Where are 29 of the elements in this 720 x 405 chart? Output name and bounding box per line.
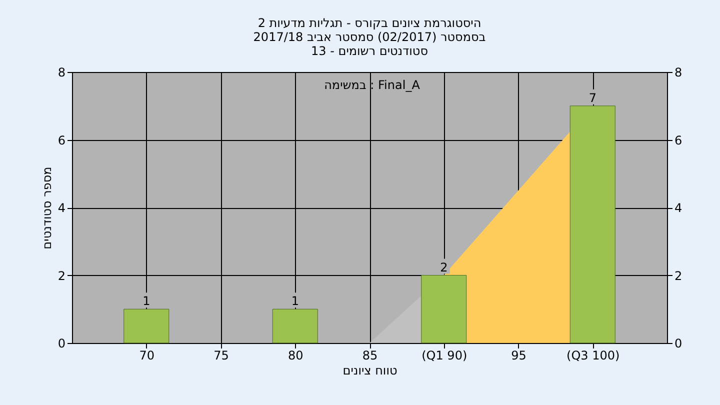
data-label: 2 [440,260,448,274]
x-tick-label: 85 [362,348,378,362]
y-tick-label: 8 [58,66,66,80]
x-tick-label: 70 [139,348,155,362]
x-tick-label: (Q3 100) [566,348,620,362]
y-axis-title: מספר סטודנטים [40,166,54,250]
text: היסטוגרמת ציונים בקורס - תגליות מדעיות 2 [258,16,482,30]
y-tick-label: 4 [58,201,66,215]
y-tick-label: 0 [58,336,66,350]
y2-tick-label: 6 [674,133,682,148]
text: סטודנטים רשומים - 13 [310,44,428,58]
x-tick-label: 95 [511,348,526,362]
text: בסמסטר (02/2017) סמסטר אביב 2017/18 [253,30,486,44]
y2-tick-label: 4 [674,201,682,215]
x-tick-label: 80 [288,348,304,362]
data-label: 1 [291,294,299,308]
y2-tick-label: 0 [674,336,682,350]
data-label: 7 [588,90,596,105]
x-axis-title: טווח ציונים [342,364,398,378]
x-tick-label: 75 [214,348,229,362]
y2-tick-label: 2 [674,268,682,283]
bar [124,308,170,344]
y2-tick-label: 8 [674,66,682,80]
annotation: במשימה : Final_A [324,78,421,92]
bar [272,308,318,344]
y-tick-label: 6 [58,133,66,148]
data-label: 1 [142,294,150,308]
y-tick-label: 2 [58,268,66,283]
x-tick-label: (Q1 90) [422,348,468,362]
